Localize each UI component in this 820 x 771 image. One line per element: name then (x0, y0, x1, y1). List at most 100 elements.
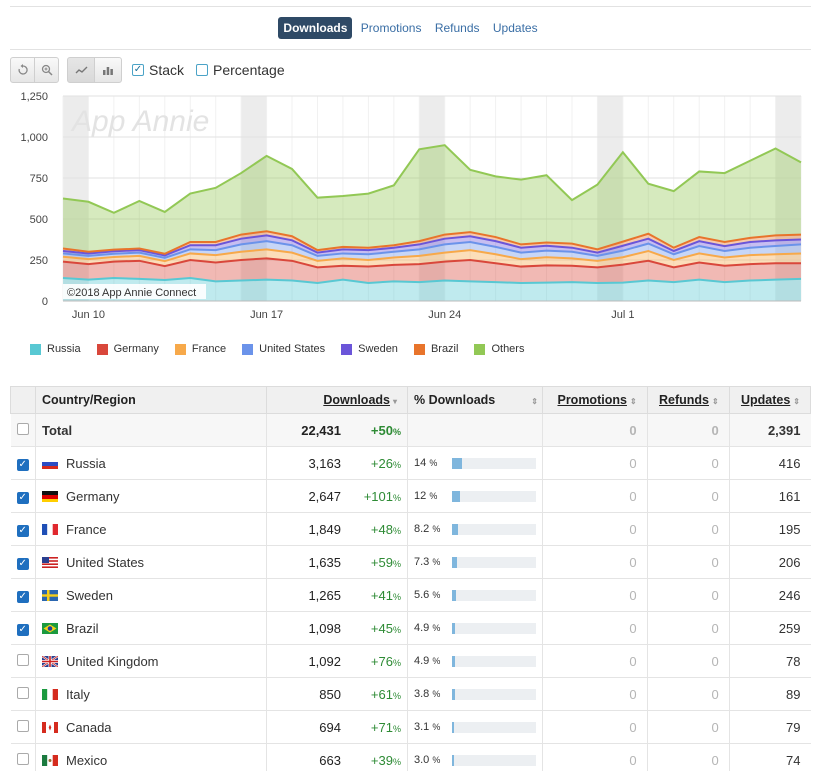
pct-downloads-cell: 14 % (407, 446, 543, 480)
updates-value: 79 (728, 710, 811, 744)
table-row[interactable]: Canada 694 +71% 3.1 % 0 0 79 (10, 710, 811, 744)
table-header-row: Country/Region Downloads ▾ % Downloads ⇕ P… (10, 386, 812, 414)
refunds-value: 0 (646, 611, 730, 645)
pct-downloads-value: 4.9 (414, 622, 430, 634)
zoom-button[interactable] (34, 57, 59, 83)
row-checkbox[interactable]: ✓ (16, 459, 29, 471)
row-checkbox-cell (10, 677, 36, 711)
country-name: France (66, 521, 107, 537)
pct-downloads-value: 14 (414, 457, 427, 469)
header-pct-downloads[interactable]: % Downloads ⇕ (407, 386, 543, 414)
percentage-checkbox[interactable] (196, 64, 209, 76)
bar-chart-button[interactable] (94, 57, 122, 83)
header-refunds[interactable]: Refunds ⇕ (646, 386, 730, 414)
row-checkbox[interactable]: ✓ (16, 624, 29, 636)
tab-promotions[interactable]: Promotions (360, 21, 422, 35)
table-row[interactable]: Italy 850 +61% 3.8 % 0 0 89 (10, 677, 811, 711)
legend-item[interactable]: Germany (96, 343, 159, 355)
row-checkbox-cell: ✓ (10, 446, 36, 480)
total-updates: 2,391 (728, 413, 811, 447)
legend-label: France (191, 343, 227, 355)
legend-label: Brazil (430, 343, 459, 355)
x-tick-label: Jun 17 (250, 309, 283, 321)
promotions-value: 0 (542, 743, 648, 771)
table-row[interactable]: ✓ Brazil 1,098 +45% 4.9 % 0 0 259 (10, 611, 811, 645)
total-row: Total 22,431 +50% 0 0 2,391 (10, 413, 811, 447)
row-checkbox[interactable] (16, 686, 29, 699)
report-tabs-bar: Downloads Promotions Refunds Updates (10, 6, 811, 50)
y-tick-label: 750 (30, 173, 48, 185)
row-checkbox[interactable]: ✓ (16, 492, 29, 504)
series-area (63, 145, 801, 254)
row-checkbox-cell: ✓ (10, 512, 36, 546)
chart-toolbar: ✓ Stack Percentage (10, 57, 285, 83)
row-checkbox-cell: ✓ (10, 479, 36, 513)
tab-refunds[interactable]: Refunds (434, 21, 480, 35)
promotions-value: 0 (542, 578, 648, 612)
table-row[interactable]: ✓ Russia 3,163 +26% 14 % 0 0 416 (10, 446, 811, 480)
country-name: United Kingdom (66, 653, 159, 669)
country-cell: Italy (35, 677, 267, 711)
percentage-option[interactable]: Percentage (196, 62, 285, 78)
table-row[interactable]: ✓ Sweden 1,265 +41% 5.6 % 0 0 246 (10, 578, 811, 612)
table-row[interactable]: Mexico 663 +39% 3.0 % 0 0 74 (10, 743, 811, 771)
weekend-band (775, 96, 802, 301)
stack-checkbox[interactable]: ✓ (132, 64, 144, 76)
line-chart-button[interactable] (67, 57, 95, 83)
table-row[interactable]: ✓ France 1,849 +48% 8.2 % 0 0 195 (10, 512, 811, 546)
pct-downloads-cell: 5.6 % (407, 578, 543, 612)
legend-item[interactable]: Others (474, 343, 524, 355)
x-tick-label: Jun 24 (428, 309, 461, 321)
country-cell: United States (35, 545, 267, 579)
header-checkbox-cell (10, 386, 36, 414)
pct-downloads-bar (452, 457, 536, 469)
country-cell: Canada (35, 710, 267, 744)
downloads-chart[interactable]: 0 250 500 750 1,000 1,250 App Annie Jun 10 Jun 1… (0, 86, 820, 341)
legend-item[interactable]: France (174, 343, 227, 355)
downloads-change-value: +61 (370, 686, 393, 702)
row-checkbox[interactable] (16, 719, 29, 732)
legend-swatch (30, 343, 41, 355)
header-promotions-label: Promotions (557, 393, 627, 407)
table-row[interactable]: ✓ United States 1,635 +59% 7.3 % 0 0 206 (10, 545, 811, 579)
stack-option[interactable]: ✓ Stack (132, 62, 184, 78)
flag-fr-icon (42, 523, 58, 535)
total-checkbox-cell (10, 413, 36, 447)
legend-item[interactable]: Russia (30, 343, 81, 355)
country-name: Canada (66, 719, 112, 735)
refunds-value: 0 (646, 512, 730, 546)
series-area (63, 249, 801, 268)
header-promotions[interactable]: Promotions ⇕ (542, 386, 648, 414)
table-row[interactable]: ✓ Germany 2,647 +101% 12 % 0 0 161 (10, 479, 811, 513)
total-downloads: 22,431 (301, 422, 341, 438)
row-checkbox[interactable]: ✓ (16, 558, 29, 570)
row-checkbox[interactable]: ✓ (16, 591, 29, 603)
tab-updates[interactable]: Updates (492, 21, 538, 35)
row-checkbox[interactable] (16, 653, 29, 666)
legend-item[interactable]: Brazil (413, 343, 459, 355)
weekend-band (241, 96, 267, 301)
table-row[interactable]: United Kingdom 1,092 +76% 4.9 % 0 0 78 (10, 644, 811, 678)
legend-item[interactable]: United States (242, 343, 325, 355)
legend-swatch (413, 343, 425, 355)
row-checkbox[interactable]: ✓ (16, 525, 29, 537)
total-checkbox[interactable] (16, 422, 29, 435)
pct-downloads-value: 4.9 (414, 655, 430, 667)
downloads-cell: 1,635 +59% (266, 545, 408, 579)
updates-value: 78 (728, 644, 811, 678)
series-line (62, 144, 802, 214)
legend-label: Others (491, 343, 525, 355)
row-checkbox[interactable] (16, 752, 29, 765)
pct-downloads-bar-fill (452, 490, 461, 502)
header-country[interactable]: Country/Region (35, 386, 267, 414)
pct-downloads-bar (452, 622, 536, 634)
header-downloads[interactable]: Downloads ▾ (266, 386, 408, 414)
downloads-change-value: +45 (370, 620, 393, 636)
refunds-value: 0 (646, 743, 730, 771)
tab-downloads[interactable]: Downloads (278, 17, 353, 39)
reset-zoom-button[interactable] (10, 57, 35, 83)
legend-item[interactable]: Sweden (341, 343, 398, 355)
header-updates[interactable]: Updates ⇕ (728, 386, 812, 414)
promotions-value: 0 (542, 677, 648, 711)
y-tick-label: 0 (42, 296, 48, 308)
